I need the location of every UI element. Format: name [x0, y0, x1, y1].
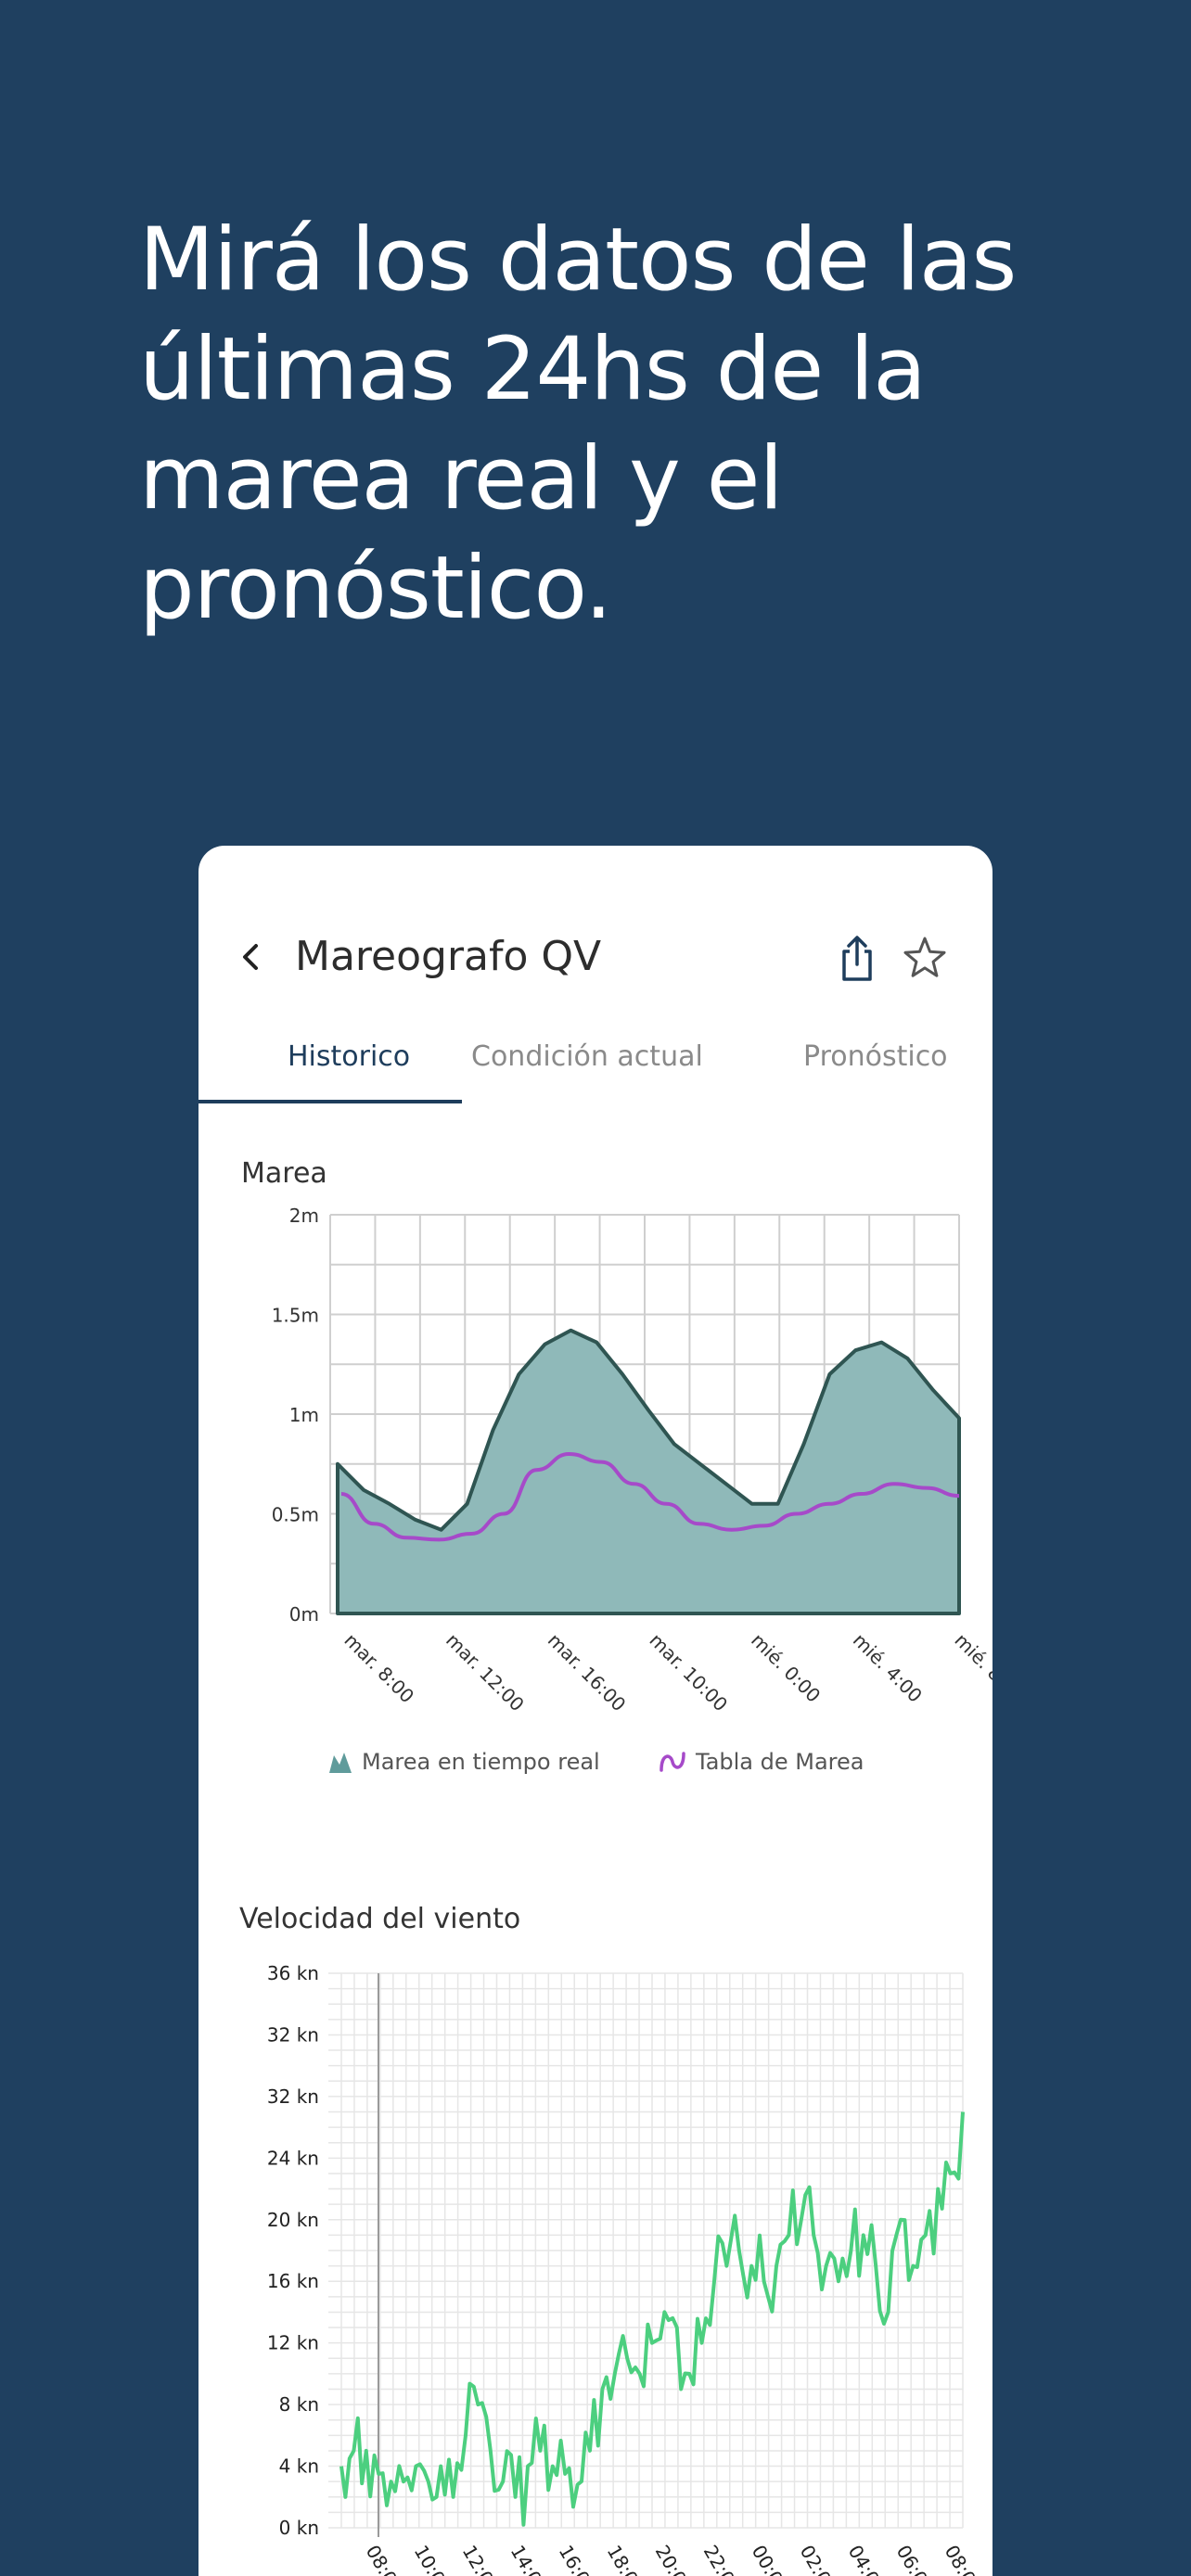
x-tick-label: mié. 4:00 [849, 1629, 927, 1707]
x-tick-label: mar. 10:00 [645, 1629, 732, 1716]
tab-pronostico[interactable]: Pronóstico [803, 1040, 948, 1073]
tide-chart-title: Marea [241, 1157, 327, 1190]
y-tick-label: 24 kn [267, 2147, 319, 2169]
y-tick-label: 32 kn [267, 2085, 319, 2108]
y-tick-label: 4 kn [279, 2455, 319, 2478]
tide-chart-legend: Marea en tiempo real Tabla de Marea [328, 1749, 959, 1786]
series-area-real-tide [336, 1328, 961, 1615]
star-outline-icon[interactable] [900, 933, 950, 983]
x-tick-label: 10:00 [410, 2542, 456, 2576]
active-tab-indicator [198, 1100, 462, 1103]
legend-label-table: Tabla de Marea [696, 1749, 864, 1775]
wave-line-icon [660, 1752, 685, 1772]
series-line-tide-table [340, 1451, 960, 1542]
y-tick-label: 0 kn [279, 2517, 319, 2539]
x-tick-label: 00:00 [748, 2542, 794, 2576]
legend-item-table: Tabla de Marea [659, 1749, 864, 1775]
series-line-wind-speed [339, 2111, 965, 2527]
legend-label-real: Marea en tiempo real [362, 1749, 600, 1775]
tab-historico[interactable]: Historico [288, 1040, 411, 1073]
x-tick-label: 08:00 [941, 2542, 987, 2576]
x-tick-label: mar. 12:00 [442, 1629, 529, 1716]
x-tick-label: 12:00 [458, 2542, 505, 2576]
y-tick-label: 1.5m [272, 1305, 319, 1327]
app-bar: Mareografo QV [198, 846, 992, 994]
legend-item-real: Marea en tiempo real [328, 1749, 600, 1775]
x-tick-label: 22:00 [699, 2542, 746, 2576]
y-tick-label: 20 kn [267, 2209, 319, 2231]
tab-bar: Historico Condición actual Pronóstico [198, 1022, 992, 1105]
x-tick-label: 18:00 [603, 2542, 649, 2576]
wind-chart: 36 kn 32 kn 32 kn 24 kn 20 kn 16 kn 12 kn 8 kn 4… [267, 1962, 987, 2576]
x-tick-label: mar. 16:00 [544, 1629, 631, 1716]
y-tick-label: 36 kn [267, 1962, 319, 1984]
app-screenshot-card: Mareografo QV Historico Condición actual… [198, 846, 992, 2576]
headline: Mirá los datos de las últimas 24hs de la… [139, 210, 1017, 639]
y-tick-label: 1m [289, 1404, 319, 1426]
wind-chart-title: Velocidad del viento [239, 1903, 521, 1935]
x-tick-label: 14:00 [506, 2542, 553, 2576]
tide-chart: 2m 1.5m 1m 0.5m 0m mar. 8:00 mar. 12:00 mar. 16… [272, 1205, 992, 1716]
y-tick-label: 0m [289, 1603, 319, 1626]
y-tick-label: 16 kn [267, 2270, 319, 2292]
x-tick-label: 20:00 [651, 2542, 698, 2576]
x-tick-label: mié. 0:00 [747, 1629, 825, 1707]
x-tick-label: 02:00 [796, 2542, 842, 2576]
share-icon[interactable] [835, 933, 879, 983]
x-tick-label: 04:00 [844, 2542, 890, 2576]
x-tick-label: 08:00 [362, 2542, 408, 2576]
x-tick-label: 16:00 [555, 2542, 601, 2576]
page-title: Mareografo QV [295, 933, 602, 980]
y-tick-label: 8 kn [279, 2393, 319, 2416]
y-tick-label: 12 kn [267, 2332, 319, 2354]
y-tick-label: 2m [289, 1205, 319, 1227]
x-tick-label: mar. 8:00 [339, 1629, 418, 1708]
x-tick-label: mié. 8:00 [950, 1629, 992, 1707]
x-tick-label: 06:00 [892, 2542, 939, 2576]
mountain-area-icon [329, 1753, 352, 1773]
tab-condicion-actual[interactable]: Condición actual [471, 1040, 703, 1073]
y-tick-label: 0.5m [272, 1504, 319, 1526]
y-tick-label: 32 kn [267, 2023, 319, 2046]
chevron-left-icon[interactable] [232, 938, 269, 976]
